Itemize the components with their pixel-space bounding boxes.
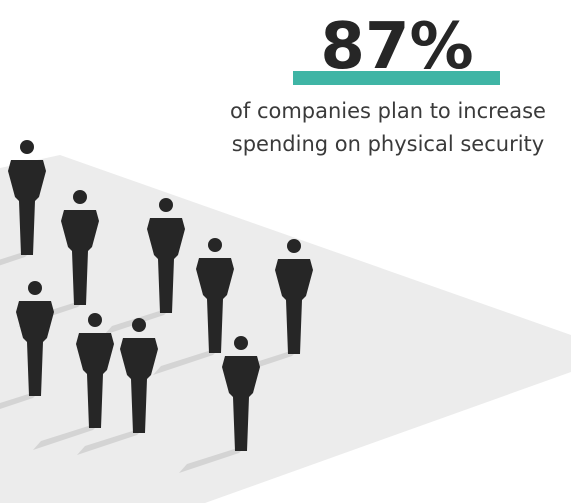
person-body — [222, 356, 260, 451]
person-body — [8, 160, 46, 255]
person-icon — [0, 140, 46, 266]
person-head — [287, 239, 301, 253]
person-head — [234, 336, 248, 350]
person-body — [147, 218, 185, 313]
person-head — [28, 281, 42, 295]
person-head — [132, 318, 146, 332]
person-icon — [33, 313, 114, 450]
person-shadow — [153, 347, 221, 375]
people-group — [0, 140, 313, 473]
person-head — [20, 140, 34, 154]
person-shadow — [179, 445, 247, 473]
headline-underline — [293, 71, 500, 85]
person-icon — [77, 318, 158, 455]
person-head — [208, 238, 222, 252]
caption-line: spending on physical security — [232, 132, 544, 156]
person-shadow — [33, 422, 101, 450]
person-body — [76, 333, 114, 428]
person-body — [61, 210, 99, 305]
person-body — [16, 301, 54, 396]
person-icon — [153, 238, 234, 375]
person-head — [88, 313, 102, 327]
person-head — [73, 190, 87, 204]
person-head — [159, 198, 173, 212]
person-shadow — [77, 427, 145, 455]
person-icon — [179, 336, 260, 473]
person-body — [275, 259, 313, 354]
person-body — [196, 258, 234, 353]
person-body — [120, 338, 158, 433]
person-icon — [0, 281, 54, 409]
caption-line: of companies plan to increase — [230, 99, 546, 123]
